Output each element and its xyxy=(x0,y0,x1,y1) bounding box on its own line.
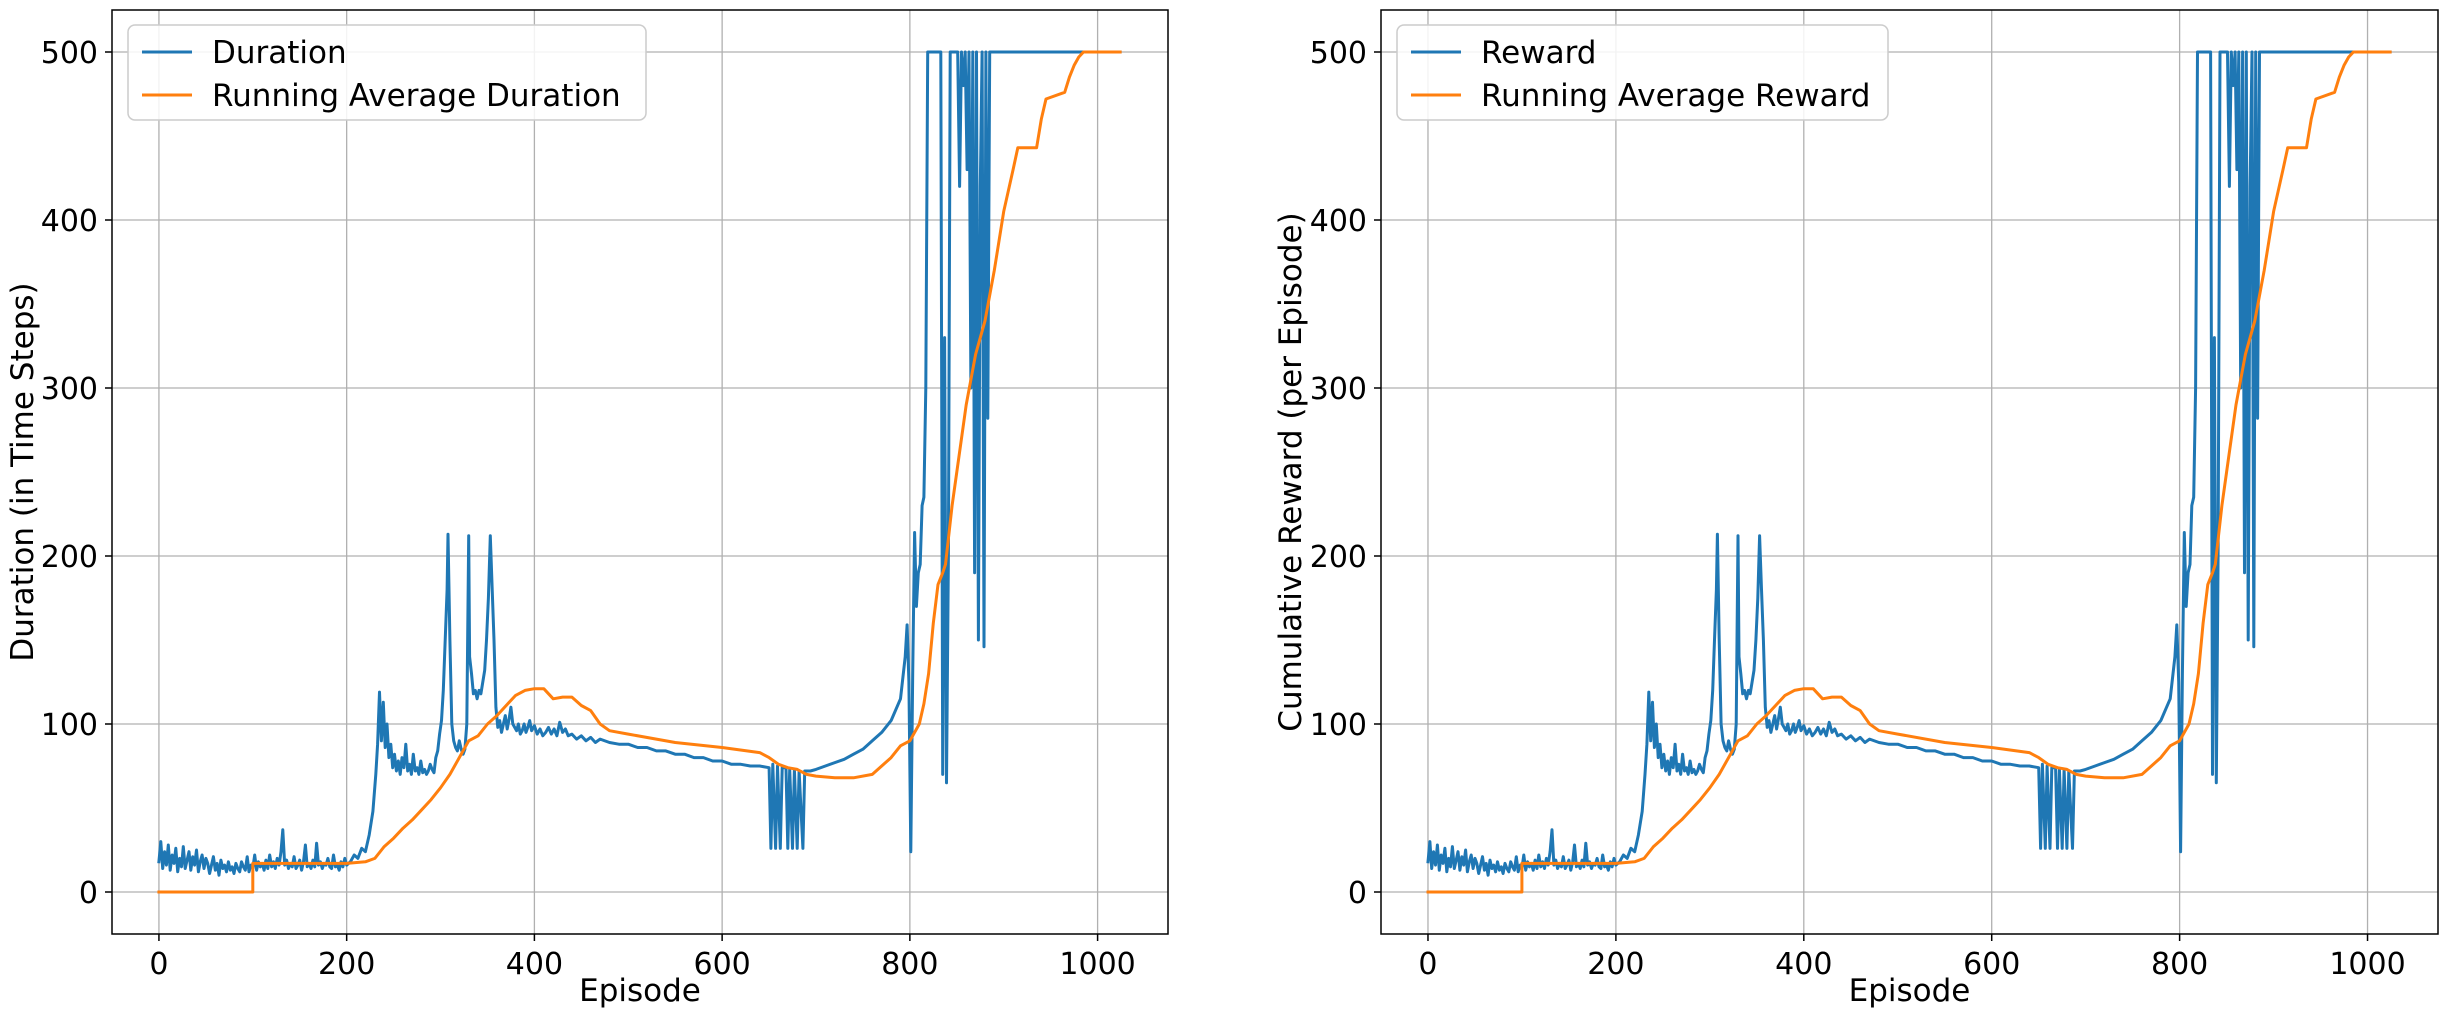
y-tick-label: 100 xyxy=(1310,708,1367,743)
x-tick-label: 200 xyxy=(318,947,375,982)
y-tick-label: 400 xyxy=(41,204,98,239)
grid xyxy=(112,10,1168,934)
series-line-0 xyxy=(157,50,1122,877)
legend-label-1: Running Average Duration xyxy=(212,78,621,114)
legend-box xyxy=(127,24,647,121)
x-tick-label: 1000 xyxy=(2329,947,2405,982)
legend-label-0: Reward xyxy=(1481,35,1596,71)
y-tick-label: 500 xyxy=(1310,36,1367,71)
x-tick-label: 400 xyxy=(1775,947,1832,982)
legend: Duration Running Average Duration xyxy=(127,24,647,121)
y-tick-label: 500 xyxy=(41,36,98,71)
legend: Reward Running Average Reward xyxy=(1396,24,1889,121)
y-tick-label: 0 xyxy=(1348,876,1367,911)
x-tick-label: 800 xyxy=(881,947,938,982)
x-tick-label: 0 xyxy=(149,947,168,982)
y-axis-label: Duration (in Time Steps) xyxy=(5,282,41,661)
reward-chart: 0 200 400 600 800 1000 0 100 200 300 400 500 Episode… xyxy=(1273,9,2439,1009)
x-tick-label: 800 xyxy=(2151,947,2208,982)
y-tick-label: 300 xyxy=(41,372,98,407)
y-axis-label: Cumulative Reward (per Episode) xyxy=(1273,212,1309,731)
grid xyxy=(1381,10,2438,934)
legend-box xyxy=(1396,24,1889,121)
x-tick-label: 200 xyxy=(1587,947,1644,982)
y-tick-label: 200 xyxy=(41,540,98,575)
y-tick-label: 300 xyxy=(1310,372,1367,407)
axes-frame xyxy=(111,9,1169,935)
series-line-1 xyxy=(157,50,1122,894)
series-line-1 xyxy=(1426,50,2392,894)
x-tick-label: 1000 xyxy=(1059,947,1135,982)
y-tick-label: 0 xyxy=(79,876,98,911)
y-tick-label: 200 xyxy=(1310,540,1367,575)
x-tick-label: 600 xyxy=(1963,947,2020,982)
x-tick-label: 400 xyxy=(506,947,563,982)
axes-frame xyxy=(1380,9,2439,935)
series-line-0 xyxy=(1426,50,2392,877)
x-tick-label: 0 xyxy=(1418,947,1437,982)
x-axis-label: Episode xyxy=(579,973,701,1009)
x-axis-label: Episode xyxy=(1849,973,1971,1009)
y-tick-label: 100 xyxy=(41,708,98,743)
duration-chart: 0 200 400 600 800 1000 0 100 200 300 400 500 Episode… xyxy=(5,9,1169,1009)
legend-label-1: Running Average Reward xyxy=(1481,78,1870,114)
x-tick-label: 600 xyxy=(694,947,751,982)
y-tick-label: 400 xyxy=(1310,204,1367,239)
legend-label-0: Duration xyxy=(212,35,347,71)
